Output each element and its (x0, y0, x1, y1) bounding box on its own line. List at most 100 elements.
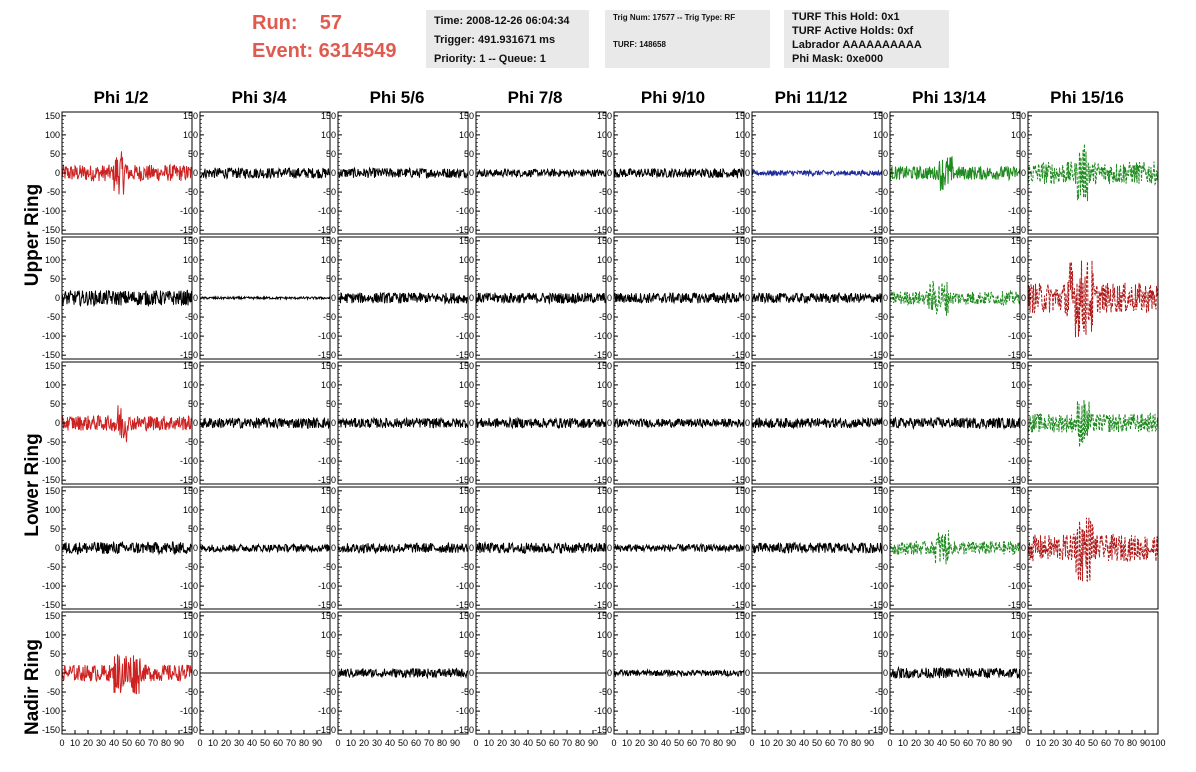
y-tick-label: -100 (870, 456, 888, 466)
x-tick-label: 80 (575, 738, 585, 748)
y-tick-label: 100 (1011, 255, 1026, 265)
y-tick-label: -150 (180, 600, 198, 610)
y-tick-label: -150 (318, 475, 336, 485)
y-tick-label: 100 (735, 505, 750, 515)
y-tick-label: 50 (464, 399, 474, 409)
x-tick-label: 10 (208, 738, 218, 748)
y-tick-label: -100 (42, 206, 60, 216)
y-tick-label: 0 (193, 168, 198, 178)
col-header-phi-7-8: Phi 7/8 (507, 88, 563, 107)
y-tick-label: 100 (459, 630, 474, 640)
y-tick-label: 150 (873, 611, 888, 621)
y-tick-label: 150 (459, 236, 474, 246)
y-tick-label: 100 (597, 130, 612, 140)
y-tick-label: 50 (464, 649, 474, 659)
y-tick-label: -50 (185, 687, 198, 697)
y-tick-label: 50 (878, 649, 888, 659)
y-tick-label: 100 (321, 380, 336, 390)
y-tick-label: 100 (45, 505, 60, 515)
x-tick-label: 70 (286, 738, 296, 748)
y-tick-label: 0 (1021, 293, 1026, 303)
y-tick-label: 100 (873, 505, 888, 515)
col-header-phi-1-2: Phi 1/2 (93, 88, 149, 107)
turf-info-panel: TURF This Hold: 0x1 TURF Active Holds: 0… (784, 10, 949, 68)
y-tick-label: 0 (607, 418, 612, 428)
y-tick-label: 0 (745, 168, 750, 178)
y-tick-label: 100 (1011, 380, 1026, 390)
y-tick-label: 150 (321, 611, 336, 621)
y-tick-label: -50 (47, 562, 60, 572)
x-tick-label: 60 (1101, 738, 1111, 748)
y-tick-label: 100 (459, 380, 474, 390)
y-tick-label: 50 (326, 399, 336, 409)
y-tick-label: 50 (50, 149, 60, 159)
y-tick-label: -150 (42, 475, 60, 485)
y-tick-label: 100 (597, 380, 612, 390)
x-tick-label: 60 (963, 738, 973, 748)
x-tick-label: 0 (887, 738, 892, 748)
y-tick-label: 50 (50, 524, 60, 534)
y-tick-label: 100 (873, 380, 888, 390)
x-tick-label: 0 (611, 738, 616, 748)
y-tick-label: -150 (318, 225, 336, 235)
waveform-trace (61, 151, 193, 195)
y-tick-label: -150 (594, 600, 612, 610)
y-tick-label: 100 (597, 630, 612, 640)
y-tick-label: 0 (331, 293, 336, 303)
y-tick-label: 100 (735, 380, 750, 390)
x-tick-label: 10 (484, 738, 494, 748)
y-tick-label: 0 (55, 293, 60, 303)
waveform-trace (1027, 517, 1159, 583)
y-tick-label: 100 (183, 255, 198, 265)
y-tick-label: -100 (456, 331, 474, 341)
y-tick-label: -100 (456, 456, 474, 466)
x-tick-label: 0 (59, 738, 64, 748)
y-tick-label: 50 (326, 149, 336, 159)
y-tick-label: 50 (1016, 399, 1026, 409)
x-tick-label: 70 (838, 738, 848, 748)
y-tick-label: 100 (873, 255, 888, 265)
y-tick-label: -100 (318, 331, 336, 341)
y-tick-label: -150 (180, 725, 198, 735)
y-tick-label: -50 (599, 312, 612, 322)
y-tick-label: -50 (737, 437, 750, 447)
y-tick-label: -150 (456, 350, 474, 360)
waveform-trace (751, 541, 883, 554)
y-tick-label: 100 (321, 505, 336, 515)
y-tick-label: 50 (50, 649, 60, 659)
y-tick-label: 100 (183, 630, 198, 640)
waveform-trace (889, 665, 1021, 680)
y-tick-label: 100 (183, 505, 198, 515)
y-tick-label: -150 (1008, 600, 1026, 610)
x-tick-label: 0 (1025, 738, 1030, 748)
y-tick-label: 0 (883, 293, 888, 303)
y-tick-label: 150 (873, 236, 888, 246)
y-tick-label: 0 (331, 168, 336, 178)
y-tick-label: -150 (594, 725, 612, 735)
y-tick-label: -50 (323, 687, 336, 697)
waveform-trace (889, 416, 1021, 431)
y-tick-label: -150 (180, 350, 198, 360)
x-tick-label: 80 (437, 738, 447, 748)
y-tick-label: 150 (183, 611, 198, 621)
y-tick-label: 50 (1016, 649, 1026, 659)
y-tick-label: -50 (599, 562, 612, 572)
col-header-phi-9-10: Phi 9/10 (640, 88, 706, 107)
x-tick-label: 50 (674, 738, 684, 748)
y-tick-label: -50 (185, 187, 198, 197)
waveform-trace (751, 168, 883, 178)
y-tick-label: -150 (456, 725, 474, 735)
x-tick-label: 50 (260, 738, 270, 748)
x-tick-label: 40 (937, 738, 947, 748)
x-tick-label: 30 (648, 738, 658, 748)
y-tick-label: -100 (1008, 456, 1026, 466)
x-tick-label: 30 (234, 738, 244, 748)
waveform-trace (751, 416, 883, 430)
y-tick-label: 150 (321, 361, 336, 371)
y-tick-label: -100 (732, 206, 750, 216)
y-tick-label: -50 (875, 312, 888, 322)
y-tick-label: -50 (461, 187, 474, 197)
y-tick-label: 50 (50, 399, 60, 409)
x-tick-label: 20 (359, 738, 369, 748)
y-tick-label: 50 (326, 524, 336, 534)
